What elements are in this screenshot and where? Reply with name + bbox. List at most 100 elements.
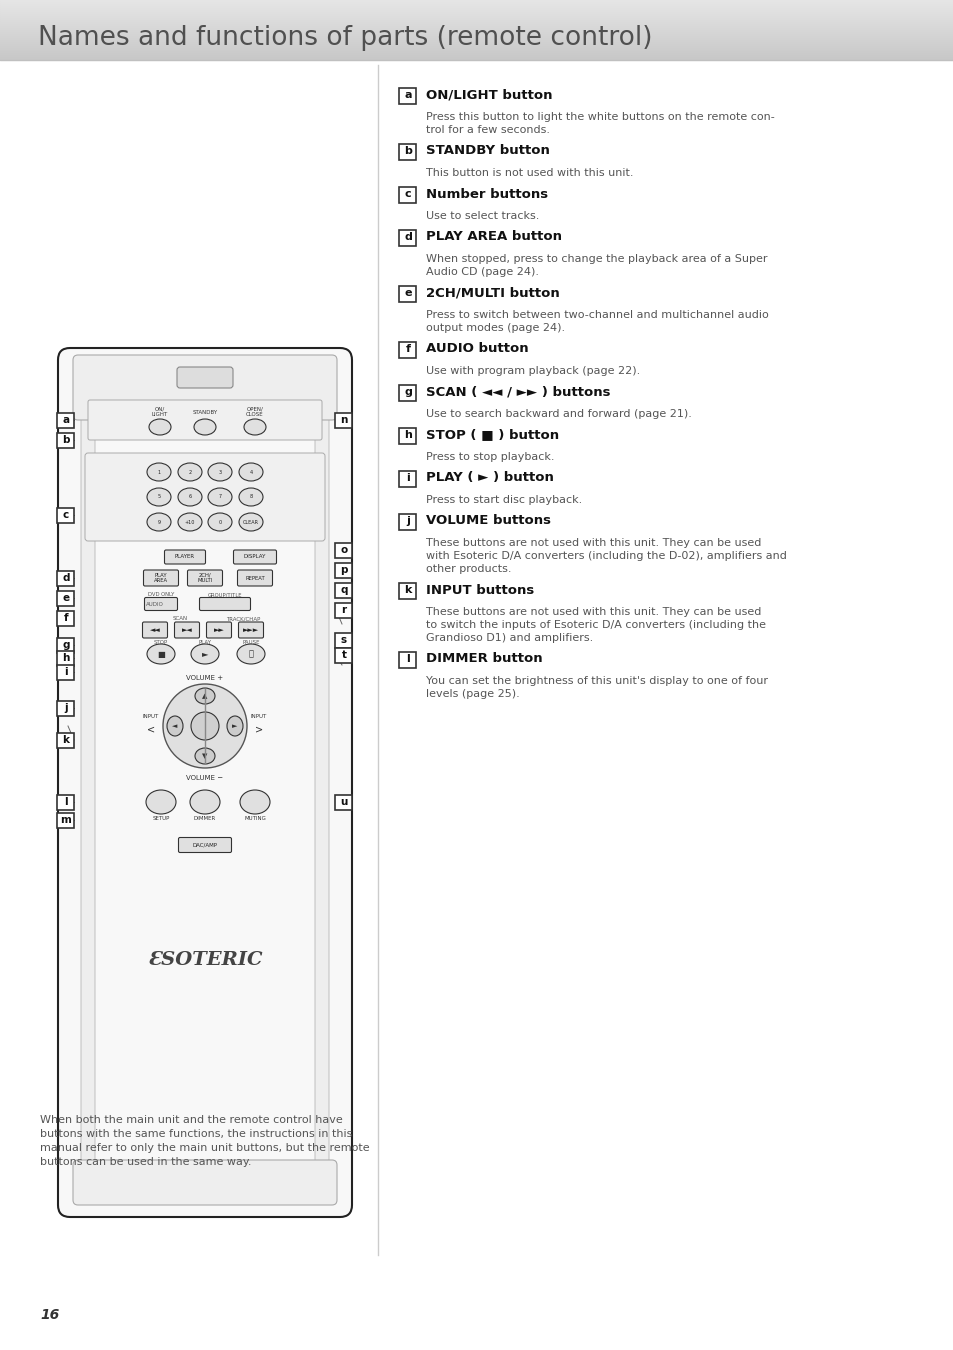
FancyBboxPatch shape bbox=[177, 367, 233, 387]
Text: h: h bbox=[404, 431, 412, 440]
Text: l: l bbox=[406, 653, 410, 664]
Ellipse shape bbox=[208, 513, 232, 531]
Text: ON/
LIGHT: ON/ LIGHT bbox=[152, 406, 168, 417]
Text: to switch the inputs of Esoteric D/A converters (including the: to switch the inputs of Esoteric D/A con… bbox=[426, 620, 765, 630]
Text: g: g bbox=[62, 640, 70, 649]
FancyBboxPatch shape bbox=[335, 582, 352, 598]
Text: 2CH/MULTI button: 2CH/MULTI button bbox=[426, 286, 559, 300]
Text: OPEN/
CLOSE: OPEN/ CLOSE bbox=[246, 406, 264, 417]
Text: INPUT: INPUT bbox=[251, 714, 267, 718]
Text: >: > bbox=[254, 724, 263, 734]
Text: DVD ONLY: DVD ONLY bbox=[148, 593, 174, 598]
Text: DAC/AMP: DAC/AMP bbox=[193, 842, 217, 848]
Text: ⏸: ⏸ bbox=[248, 649, 253, 659]
Text: DIMMER button: DIMMER button bbox=[426, 652, 542, 666]
Text: You can set the brightness of this unit's display to one of four: You can set the brightness of this unit'… bbox=[426, 676, 767, 686]
Text: a: a bbox=[62, 414, 70, 425]
FancyBboxPatch shape bbox=[206, 622, 232, 639]
FancyBboxPatch shape bbox=[57, 701, 74, 716]
FancyBboxPatch shape bbox=[335, 602, 352, 617]
Text: d: d bbox=[62, 572, 70, 583]
Text: 9: 9 bbox=[157, 520, 160, 525]
Text: j: j bbox=[64, 703, 68, 713]
Ellipse shape bbox=[208, 487, 232, 506]
Ellipse shape bbox=[239, 513, 263, 531]
Text: These buttons are not used with this unit. They can be used: These buttons are not used with this uni… bbox=[426, 539, 760, 548]
Text: l: l bbox=[64, 796, 68, 807]
Text: ►►►: ►►► bbox=[243, 626, 259, 633]
FancyBboxPatch shape bbox=[144, 598, 177, 610]
Text: buttons with the same functions, the instructions in this: buttons with the same functions, the ins… bbox=[40, 1129, 352, 1139]
FancyBboxPatch shape bbox=[178, 837, 232, 852]
Text: k: k bbox=[63, 734, 70, 745]
FancyBboxPatch shape bbox=[73, 355, 336, 420]
Ellipse shape bbox=[239, 463, 263, 481]
FancyBboxPatch shape bbox=[188, 570, 222, 586]
Text: PLAY: PLAY bbox=[198, 640, 212, 644]
Text: h: h bbox=[62, 653, 70, 663]
Text: Grandioso D1) and amplifiers.: Grandioso D1) and amplifiers. bbox=[426, 633, 593, 643]
Text: buttons can be used in the same way.: buttons can be used in the same way. bbox=[40, 1157, 252, 1166]
Text: m: m bbox=[60, 815, 71, 825]
FancyBboxPatch shape bbox=[335, 633, 352, 648]
Text: 1: 1 bbox=[157, 470, 160, 474]
Text: 7: 7 bbox=[218, 494, 221, 499]
FancyBboxPatch shape bbox=[399, 88, 416, 104]
FancyBboxPatch shape bbox=[399, 285, 416, 301]
FancyBboxPatch shape bbox=[85, 454, 325, 541]
Text: When both the main unit and the remote control have: When both the main unit and the remote c… bbox=[40, 1115, 342, 1125]
Text: STANDBY button: STANDBY button bbox=[426, 144, 549, 158]
Text: STOP ( ■ ) button: STOP ( ■ ) button bbox=[426, 428, 558, 441]
FancyBboxPatch shape bbox=[399, 342, 416, 358]
Text: MUTING: MUTING bbox=[244, 815, 266, 821]
Text: Use to search backward and forward (page 21).: Use to search backward and forward (page… bbox=[426, 409, 691, 418]
Ellipse shape bbox=[194, 688, 214, 703]
Ellipse shape bbox=[239, 487, 263, 506]
Text: e: e bbox=[62, 593, 70, 603]
Text: CLEAR: CLEAR bbox=[243, 520, 258, 525]
Text: f: f bbox=[64, 613, 69, 622]
Ellipse shape bbox=[194, 748, 214, 764]
FancyBboxPatch shape bbox=[57, 664, 74, 679]
Text: output modes (page 24).: output modes (page 24). bbox=[426, 323, 564, 333]
FancyBboxPatch shape bbox=[142, 622, 168, 639]
Text: r: r bbox=[341, 605, 346, 616]
FancyBboxPatch shape bbox=[57, 795, 74, 810]
Text: <: < bbox=[147, 724, 155, 734]
Text: PLAYER: PLAYER bbox=[174, 555, 194, 559]
FancyBboxPatch shape bbox=[174, 622, 199, 639]
Text: levels (page 25).: levels (page 25). bbox=[426, 688, 519, 699]
Text: STANDBY: STANDBY bbox=[193, 409, 217, 414]
Ellipse shape bbox=[147, 513, 171, 531]
Text: o: o bbox=[340, 545, 347, 555]
Text: Names and functions of parts (remote control): Names and functions of parts (remote con… bbox=[38, 26, 652, 51]
Ellipse shape bbox=[178, 463, 202, 481]
Ellipse shape bbox=[163, 684, 247, 768]
Text: g: g bbox=[404, 387, 412, 397]
Text: ƐSOTERIC: ƐSOTERIC bbox=[147, 950, 262, 969]
Text: INPUT: INPUT bbox=[143, 714, 159, 718]
Ellipse shape bbox=[236, 644, 265, 664]
FancyBboxPatch shape bbox=[335, 563, 352, 578]
Text: Number buttons: Number buttons bbox=[426, 188, 548, 201]
Text: c: c bbox=[404, 189, 411, 198]
Text: 16: 16 bbox=[40, 1308, 59, 1322]
Text: b: b bbox=[62, 435, 70, 446]
Text: PLAY
AREA: PLAY AREA bbox=[153, 572, 168, 583]
FancyBboxPatch shape bbox=[57, 432, 74, 447]
Text: i: i bbox=[64, 667, 68, 676]
Text: ►: ► bbox=[233, 724, 237, 729]
Text: When stopped, press to change the playback area of a Super: When stopped, press to change the playba… bbox=[426, 254, 767, 265]
Text: p: p bbox=[340, 566, 348, 575]
Text: REPEAT: REPEAT bbox=[245, 575, 265, 580]
Text: +10: +10 bbox=[185, 520, 195, 525]
Ellipse shape bbox=[147, 644, 174, 664]
Text: DIMMER: DIMMER bbox=[193, 815, 216, 821]
FancyBboxPatch shape bbox=[57, 813, 74, 828]
Ellipse shape bbox=[167, 716, 183, 736]
Text: d: d bbox=[404, 232, 412, 242]
Text: other products.: other products. bbox=[426, 564, 511, 574]
FancyBboxPatch shape bbox=[335, 648, 352, 663]
Text: q: q bbox=[340, 585, 348, 595]
FancyBboxPatch shape bbox=[81, 378, 95, 1187]
